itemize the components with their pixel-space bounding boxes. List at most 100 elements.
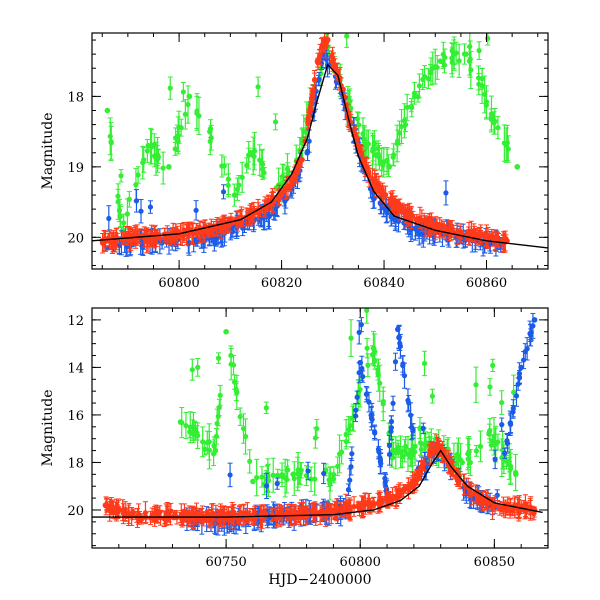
data-point [282,475,288,481]
data-point [388,200,394,206]
x-tick-label: 60860 [466,276,507,291]
data-point [465,4,470,9]
data-point [406,213,413,219]
data-point [375,372,381,378]
data-point [360,157,366,163]
plot-frame [91,32,549,270]
data-point [177,419,184,425]
data-point [204,439,210,446]
data-point [442,54,448,61]
data-point [348,335,354,341]
data-point [487,384,493,390]
data-point [227,472,233,478]
data-point [254,474,260,481]
data-point [314,58,321,64]
data-point [354,394,360,400]
data-point [347,477,353,483]
data-point [401,118,408,124]
data-point [223,224,229,230]
data-point [186,93,193,100]
data-point [505,146,511,152]
data-point [364,345,370,351]
data-point [324,37,331,43]
data-point [485,35,491,41]
data-point [475,231,481,237]
data-point [335,463,341,469]
data-point [233,388,239,394]
data-point [416,83,423,89]
data-point [363,391,369,397]
data-point [411,93,418,100]
data-point [234,186,241,192]
data-point [308,476,314,482]
data-point [331,472,337,478]
data-point [468,67,474,73]
data-point [482,91,488,98]
data-point [167,85,173,91]
data-point [363,163,369,170]
data-point [504,238,510,244]
data-point [483,234,490,241]
data-point [371,179,377,185]
data-point [285,467,291,473]
data-point [180,89,186,95]
data-point [398,123,405,130]
data-point [279,472,285,478]
data-point [451,51,457,57]
data-point [278,192,285,198]
data-point [135,172,141,178]
data-point [467,459,473,466]
data-point [190,430,197,436]
data-point [264,476,270,482]
data-point [225,176,231,182]
y-axis-label: Magnitude [40,112,56,189]
data-point [511,389,517,395]
data-point [425,76,431,82]
data-point [473,382,479,388]
data-point [494,492,500,498]
data-point [332,63,338,69]
data-point [178,125,184,131]
data-point [220,189,227,195]
data-point [366,399,372,405]
x-tick-label: 60820 [261,276,302,291]
data-point [473,448,479,454]
data-point [465,230,471,236]
data-point [358,322,364,328]
data-point [309,93,316,100]
data-point [370,145,376,152]
data-point [108,140,114,146]
top-panel: 60800 60820 60840 60860 18 19 20 Magnitude [40,4,549,291]
data-point [330,476,337,482]
data-point [492,456,498,462]
data-point [185,225,191,232]
data-point [360,135,367,142]
data-point [257,157,263,163]
bottom-panel: 60750 60800 608501214161820MagnitudeHJD−24… [40,307,549,588]
data-point [166,164,172,170]
data-point [467,43,473,50]
data-point [380,162,386,169]
data-point [495,125,501,131]
data-point [479,76,485,82]
data-point [420,231,426,237]
data-point [348,464,354,470]
data-point [183,422,189,429]
data-point [197,229,203,235]
data-point [287,184,293,190]
data-point [510,405,516,411]
data-point [370,345,377,352]
data-point [459,459,465,466]
data-point [513,393,520,399]
data-point [144,148,150,154]
data-point [259,474,265,480]
data-point [416,231,422,237]
data-point [429,393,435,399]
data-point [213,433,219,439]
data-point [217,392,223,398]
data-point [248,208,254,214]
data-point [291,476,297,482]
data-point [443,8,448,13]
data-point [491,120,497,126]
data-point [449,55,455,61]
